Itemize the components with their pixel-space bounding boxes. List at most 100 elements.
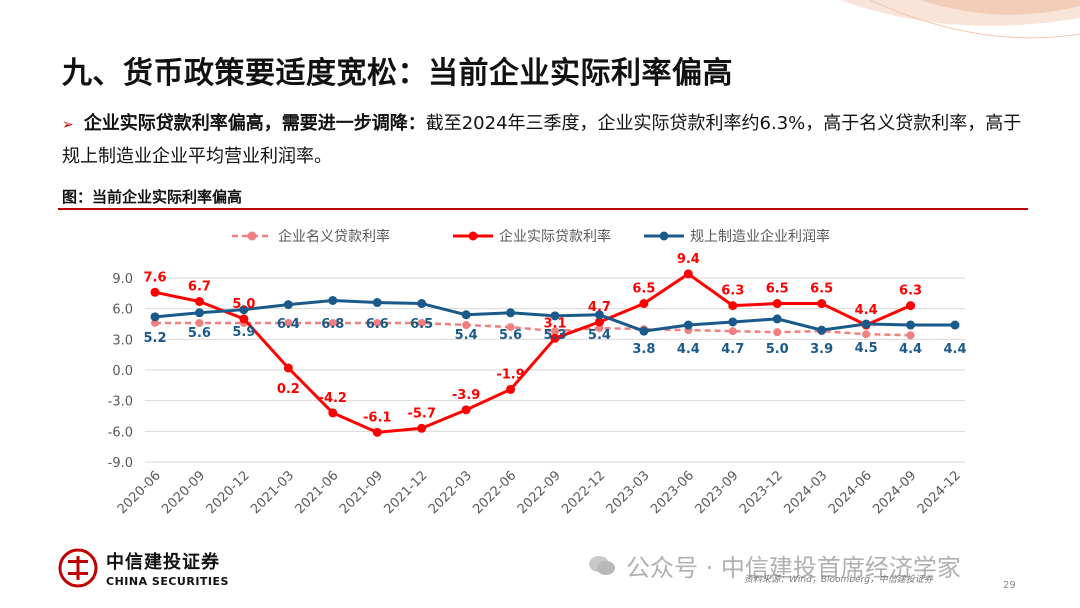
data-label: 5.0: [766, 342, 789, 357]
data-label: 4.4: [943, 342, 966, 357]
data-point: [773, 328, 782, 337]
data-point: [239, 305, 249, 315]
data-label: 4.7: [588, 300, 611, 315]
summary-text: 截至2024年三季度，企业实际贷款利率约6.3%，高于名义贷款利率，高于规上制造…: [62, 113, 1022, 167]
legend-label: 企业名义贷款利率: [278, 228, 390, 245]
data-point: [462, 321, 471, 330]
data-label: 6.5: [810, 282, 833, 297]
x-tick-label: 2022-03: [426, 468, 475, 517]
data-point: [594, 317, 604, 327]
data-point: [950, 320, 960, 330]
data-label: 4.4: [677, 342, 700, 357]
y-tick-label: -3.0: [108, 395, 133, 410]
watermark-text: 公众号 · 中信建投首席经济学家: [626, 554, 961, 582]
data-point: [728, 327, 737, 336]
data-point: [906, 301, 916, 311]
data-point: [550, 311, 560, 321]
logo-english: CHINA SECURITIES: [106, 575, 229, 588]
data-label: 6.3: [721, 284, 744, 299]
y-tick-label: 0.0: [112, 364, 133, 379]
data-label: 7.6: [143, 270, 166, 285]
data-point: [461, 310, 471, 320]
data-point: [194, 297, 204, 307]
data-label: 9.4: [677, 252, 700, 267]
data-point: [639, 299, 649, 309]
data-label: 5.0: [232, 297, 255, 312]
x-tick-label: 2023-09: [693, 468, 742, 517]
data-point: [150, 312, 160, 322]
x-tick-label: 2023-12: [737, 468, 786, 517]
data-point: [506, 308, 516, 318]
data-label: 5.4: [455, 328, 478, 343]
y-tick-label: 3.0: [112, 333, 133, 348]
data-point: [195, 318, 204, 327]
data-label: 5.9: [232, 325, 255, 340]
x-tick-label: 2020-06: [115, 468, 164, 517]
page-number: 29: [1003, 580, 1016, 591]
data-point: [906, 320, 916, 330]
data-point: [417, 299, 427, 309]
data-point: [284, 318, 293, 327]
data-label: 4.5: [855, 341, 878, 356]
data-label: 3.9: [810, 342, 833, 357]
x-tick-label: 2022-09: [515, 468, 564, 517]
data-label: -1.9: [496, 367, 524, 382]
y-tick-label: -9.0: [108, 456, 133, 471]
legend-label: 企业实际贷款利率: [499, 228, 611, 245]
data-label: 5.6: [499, 328, 522, 343]
data-label: 6.7: [188, 280, 211, 295]
data-point: [728, 301, 738, 311]
data-point: [550, 333, 560, 343]
data-point: [772, 299, 782, 309]
data-label: 6.5: [632, 282, 655, 297]
data-label: -6.1: [363, 410, 391, 425]
data-point: [817, 325, 827, 335]
x-tick-label: 2024-09: [870, 468, 919, 517]
data-label: 4.7: [721, 342, 744, 357]
figure-title: 图：当前企业实际利率偏高: [62, 188, 243, 206]
data-point: [506, 323, 515, 332]
data-label: 5.3: [543, 328, 566, 343]
logo-emblem-icon: [58, 548, 98, 588]
data-label: 5.4: [588, 328, 611, 343]
data-label: 0.2: [277, 382, 300, 397]
data-point: [283, 300, 293, 310]
data-label: -4.2: [319, 391, 347, 406]
data-label: 6.8: [321, 317, 344, 332]
data-point: [683, 269, 693, 279]
summary-paragraph: ➢ 企业实际贷款利率偏高，需要进一步调降：截至2024年三季度，企业实际贷款利率约…: [62, 108, 1022, 173]
x-tick-label: 2021-12: [381, 468, 430, 517]
x-tick-label: 2020-09: [159, 468, 208, 517]
x-tick-label: 2020-12: [204, 468, 253, 517]
data-point: [506, 384, 516, 394]
company-logo: 中信建投证券 CHINA SECURITIES: [58, 548, 229, 588]
data-label: -3.9: [452, 388, 480, 403]
data-label: 6.5: [766, 282, 789, 297]
y-tick-label: 6.0: [112, 303, 133, 318]
bullet-arrow-icon: ➢: [62, 117, 74, 133]
data-point: [861, 319, 871, 329]
data-label: 6.5: [410, 317, 433, 332]
data-point: [239, 314, 249, 324]
x-tick-label: 2024-06: [826, 468, 875, 517]
data-point: [372, 427, 382, 437]
data-point: [328, 318, 337, 327]
data-point: [417, 318, 426, 327]
watermark: 公众号 · 中信建投首席经济学家: [588, 548, 961, 583]
x-tick-label: 2022-12: [559, 468, 608, 517]
data-label: 6.6: [366, 317, 389, 332]
wechat-icon: [589, 555, 615, 575]
legend-marker: [468, 231, 478, 241]
x-tick-label: 2021-06: [293, 468, 342, 517]
legend-label: 规上制造业企业利润率: [690, 228, 830, 245]
data-label: 4.4: [855, 303, 878, 318]
data-label: 6.3: [899, 284, 922, 299]
data-label: 6.4: [277, 317, 300, 332]
data-point: [639, 326, 649, 336]
series-line: [155, 321, 911, 337]
series-line: [154, 272, 912, 434]
data-label: 5.6: [188, 326, 211, 341]
data-point: [328, 408, 338, 418]
summary-bold: 企业实际贷款利率偏高，需要进一步调降：: [83, 113, 426, 134]
corner-decoration: [840, 0, 1080, 39]
